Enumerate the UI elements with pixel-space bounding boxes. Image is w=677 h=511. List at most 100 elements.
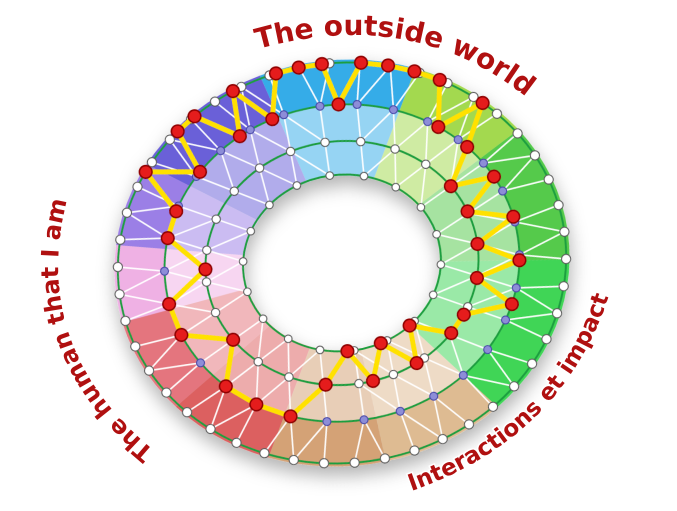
ring-node[interactable] bbox=[463, 419, 475, 430]
ring-node[interactable] bbox=[159, 266, 170, 276]
red-node[interactable] bbox=[365, 373, 381, 389]
ring-node[interactable] bbox=[526, 358, 538, 369]
ring-node[interactable] bbox=[416, 202, 426, 212]
ring-node[interactable] bbox=[500, 315, 511, 325]
ring-node[interactable] bbox=[315, 345, 325, 355]
red-node[interactable] bbox=[174, 327, 189, 343]
ring-node[interactable] bbox=[229, 186, 240, 196]
ring-node[interactable] bbox=[453, 135, 463, 145]
ring-node[interactable] bbox=[112, 261, 124, 273]
ring-node[interactable] bbox=[498, 186, 508, 196]
ring-node[interactable] bbox=[359, 171, 369, 181]
ring-node[interactable] bbox=[258, 314, 268, 324]
ring-node[interactable] bbox=[130, 341, 141, 352]
ring-node[interactable] bbox=[181, 407, 193, 418]
ring-node[interactable] bbox=[391, 182, 401, 192]
red-node[interactable] bbox=[192, 164, 208, 179]
ring-node[interactable] bbox=[432, 229, 441, 239]
red-node[interactable] bbox=[373, 336, 388, 351]
red-node[interactable] bbox=[318, 377, 333, 392]
ring-node[interactable] bbox=[483, 345, 493, 355]
red-node[interactable] bbox=[353, 55, 369, 70]
red-node[interactable] bbox=[407, 64, 422, 79]
red-node[interactable] bbox=[232, 129, 247, 144]
ring-node[interactable] bbox=[355, 136, 366, 147]
ring-node[interactable] bbox=[279, 110, 289, 120]
red-node[interactable] bbox=[198, 262, 213, 277]
ring-node[interactable] bbox=[388, 369, 399, 380]
ring-node[interactable] bbox=[421, 159, 431, 170]
ring-node[interactable] bbox=[320, 137, 330, 148]
ring-node[interactable] bbox=[322, 416, 332, 427]
ring-node[interactable] bbox=[512, 128, 523, 139]
red-node[interactable] bbox=[512, 253, 527, 268]
ring-node[interactable] bbox=[132, 181, 143, 192]
ring-node[interactable] bbox=[511, 283, 521, 293]
ring-node[interactable] bbox=[429, 391, 439, 401]
ring-node[interactable] bbox=[205, 423, 216, 435]
ring-node[interactable] bbox=[359, 415, 369, 425]
ring-node[interactable] bbox=[379, 453, 391, 464]
ring-node[interactable] bbox=[551, 308, 563, 319]
ring-node[interactable] bbox=[558, 281, 569, 292]
ring-node[interactable] bbox=[143, 365, 155, 376]
red-node[interactable] bbox=[506, 209, 521, 224]
ring-node[interactable] bbox=[349, 457, 360, 468]
red-node[interactable] bbox=[380, 58, 396, 73]
ring-node[interactable] bbox=[560, 253, 572, 265]
ring-node[interactable] bbox=[553, 199, 564, 211]
ring-node[interactable] bbox=[529, 150, 541, 161]
ring-node[interactable] bbox=[436, 260, 446, 269]
ring-node[interactable] bbox=[265, 200, 274, 210]
ring-node[interactable] bbox=[211, 214, 221, 224]
red-node[interactable] bbox=[314, 56, 330, 72]
ring-node[interactable] bbox=[284, 372, 294, 382]
ring-node[interactable] bbox=[245, 125, 255, 135]
red-node[interactable] bbox=[470, 236, 485, 252]
red-node[interactable] bbox=[265, 112, 280, 127]
red-node[interactable] bbox=[456, 307, 471, 322]
ring-node[interactable] bbox=[285, 146, 296, 157]
ring-node[interactable] bbox=[559, 226, 570, 237]
ring-node[interactable] bbox=[541, 334, 552, 345]
ring-node[interactable] bbox=[487, 401, 499, 412]
red-node[interactable] bbox=[249, 397, 264, 412]
ring-node[interactable] bbox=[146, 157, 158, 168]
ring-node[interactable] bbox=[201, 277, 212, 287]
red-node[interactable] bbox=[444, 325, 459, 341]
red-node[interactable] bbox=[460, 204, 475, 219]
ring-node[interactable] bbox=[458, 370, 468, 380]
red-node[interactable] bbox=[291, 60, 306, 75]
red-node[interactable] bbox=[283, 409, 298, 424]
ring-node[interactable] bbox=[318, 458, 330, 469]
red-node[interactable] bbox=[469, 270, 484, 286]
red-node[interactable] bbox=[486, 169, 502, 184]
red-node[interactable] bbox=[138, 164, 153, 180]
red-node[interactable] bbox=[331, 97, 346, 112]
ring-node[interactable] bbox=[164, 134, 176, 145]
red-node[interactable] bbox=[340, 344, 355, 359]
ring-node[interactable] bbox=[209, 96, 221, 107]
ring-node[interactable] bbox=[120, 315, 131, 327]
ring-node[interactable] bbox=[115, 234, 126, 245]
ring-node[interactable] bbox=[243, 287, 252, 297]
ring-node[interactable] bbox=[283, 334, 293, 344]
ring-node[interactable] bbox=[259, 447, 270, 459]
red-node[interactable] bbox=[160, 231, 175, 246]
ring-node[interactable] bbox=[238, 257, 248, 266]
ring-node[interactable] bbox=[114, 289, 125, 300]
ring-node[interactable] bbox=[478, 158, 489, 168]
ring-node[interactable] bbox=[210, 307, 221, 318]
red-node[interactable] bbox=[432, 72, 447, 88]
ring-node[interactable] bbox=[315, 101, 325, 111]
red-node[interactable] bbox=[187, 109, 202, 124]
ring-node[interactable] bbox=[508, 381, 520, 392]
red-node[interactable] bbox=[268, 66, 284, 81]
ring-node[interactable] bbox=[231, 437, 242, 448]
ring-node[interactable] bbox=[409, 445, 420, 456]
ring-node[interactable] bbox=[161, 387, 172, 398]
red-node[interactable] bbox=[504, 297, 519, 312]
red-node[interactable] bbox=[460, 139, 475, 155]
red-node[interactable] bbox=[226, 332, 241, 347]
red-node[interactable] bbox=[431, 119, 446, 135]
